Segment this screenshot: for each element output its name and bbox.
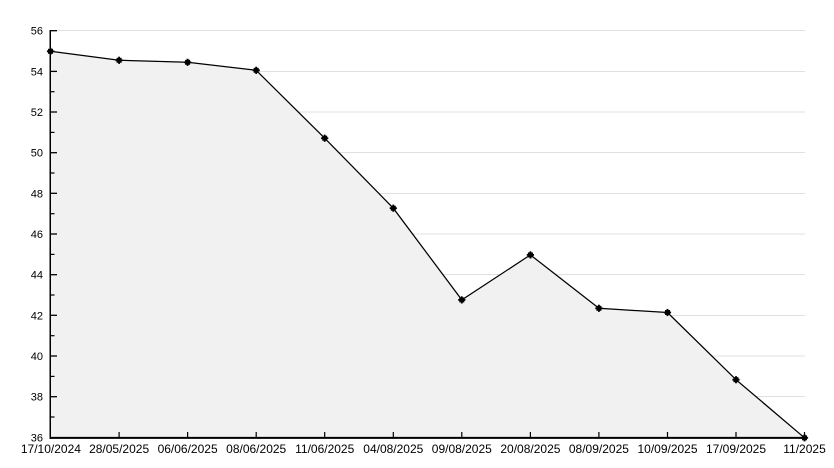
svg-text:10/09/2025: 10/09/2025 [637,442,697,456]
svg-text:50: 50 [31,148,43,160]
svg-text:06/06/2025: 06/06/2025 [158,442,218,456]
svg-text:04/08/2025: 04/08/2025 [363,442,423,456]
svg-text:52: 52 [31,107,43,119]
svg-text:54: 54 [31,66,43,78]
svg-text:09/08/2025: 09/08/2025 [432,442,492,456]
svg-text:28/05/2025: 28/05/2025 [89,442,149,456]
svg-text:38: 38 [31,392,43,404]
svg-text:08/09/2025: 08/09/2025 [569,442,629,456]
svg-text:56: 56 [31,26,43,38]
svg-text:17/10/2024: 17/10/2024 [21,442,81,456]
svg-text:48: 48 [31,188,43,200]
svg-text:36: 36 [31,433,43,445]
svg-text:11/06/2025: 11/06/2025 [295,442,354,456]
svg-text:42: 42 [31,310,43,322]
svg-text:17/09/2025: 17/09/2025 [706,442,766,456]
svg-text:44: 44 [31,270,43,282]
svg-text:40: 40 [31,351,43,363]
svg-text:08/06/2025: 08/06/2025 [226,442,286,456]
svg-text:20/08/2025: 20/08/2025 [500,442,560,456]
svg-text:11/2025: 11/2025 [783,442,826,456]
svg-text:46: 46 [31,229,43,241]
